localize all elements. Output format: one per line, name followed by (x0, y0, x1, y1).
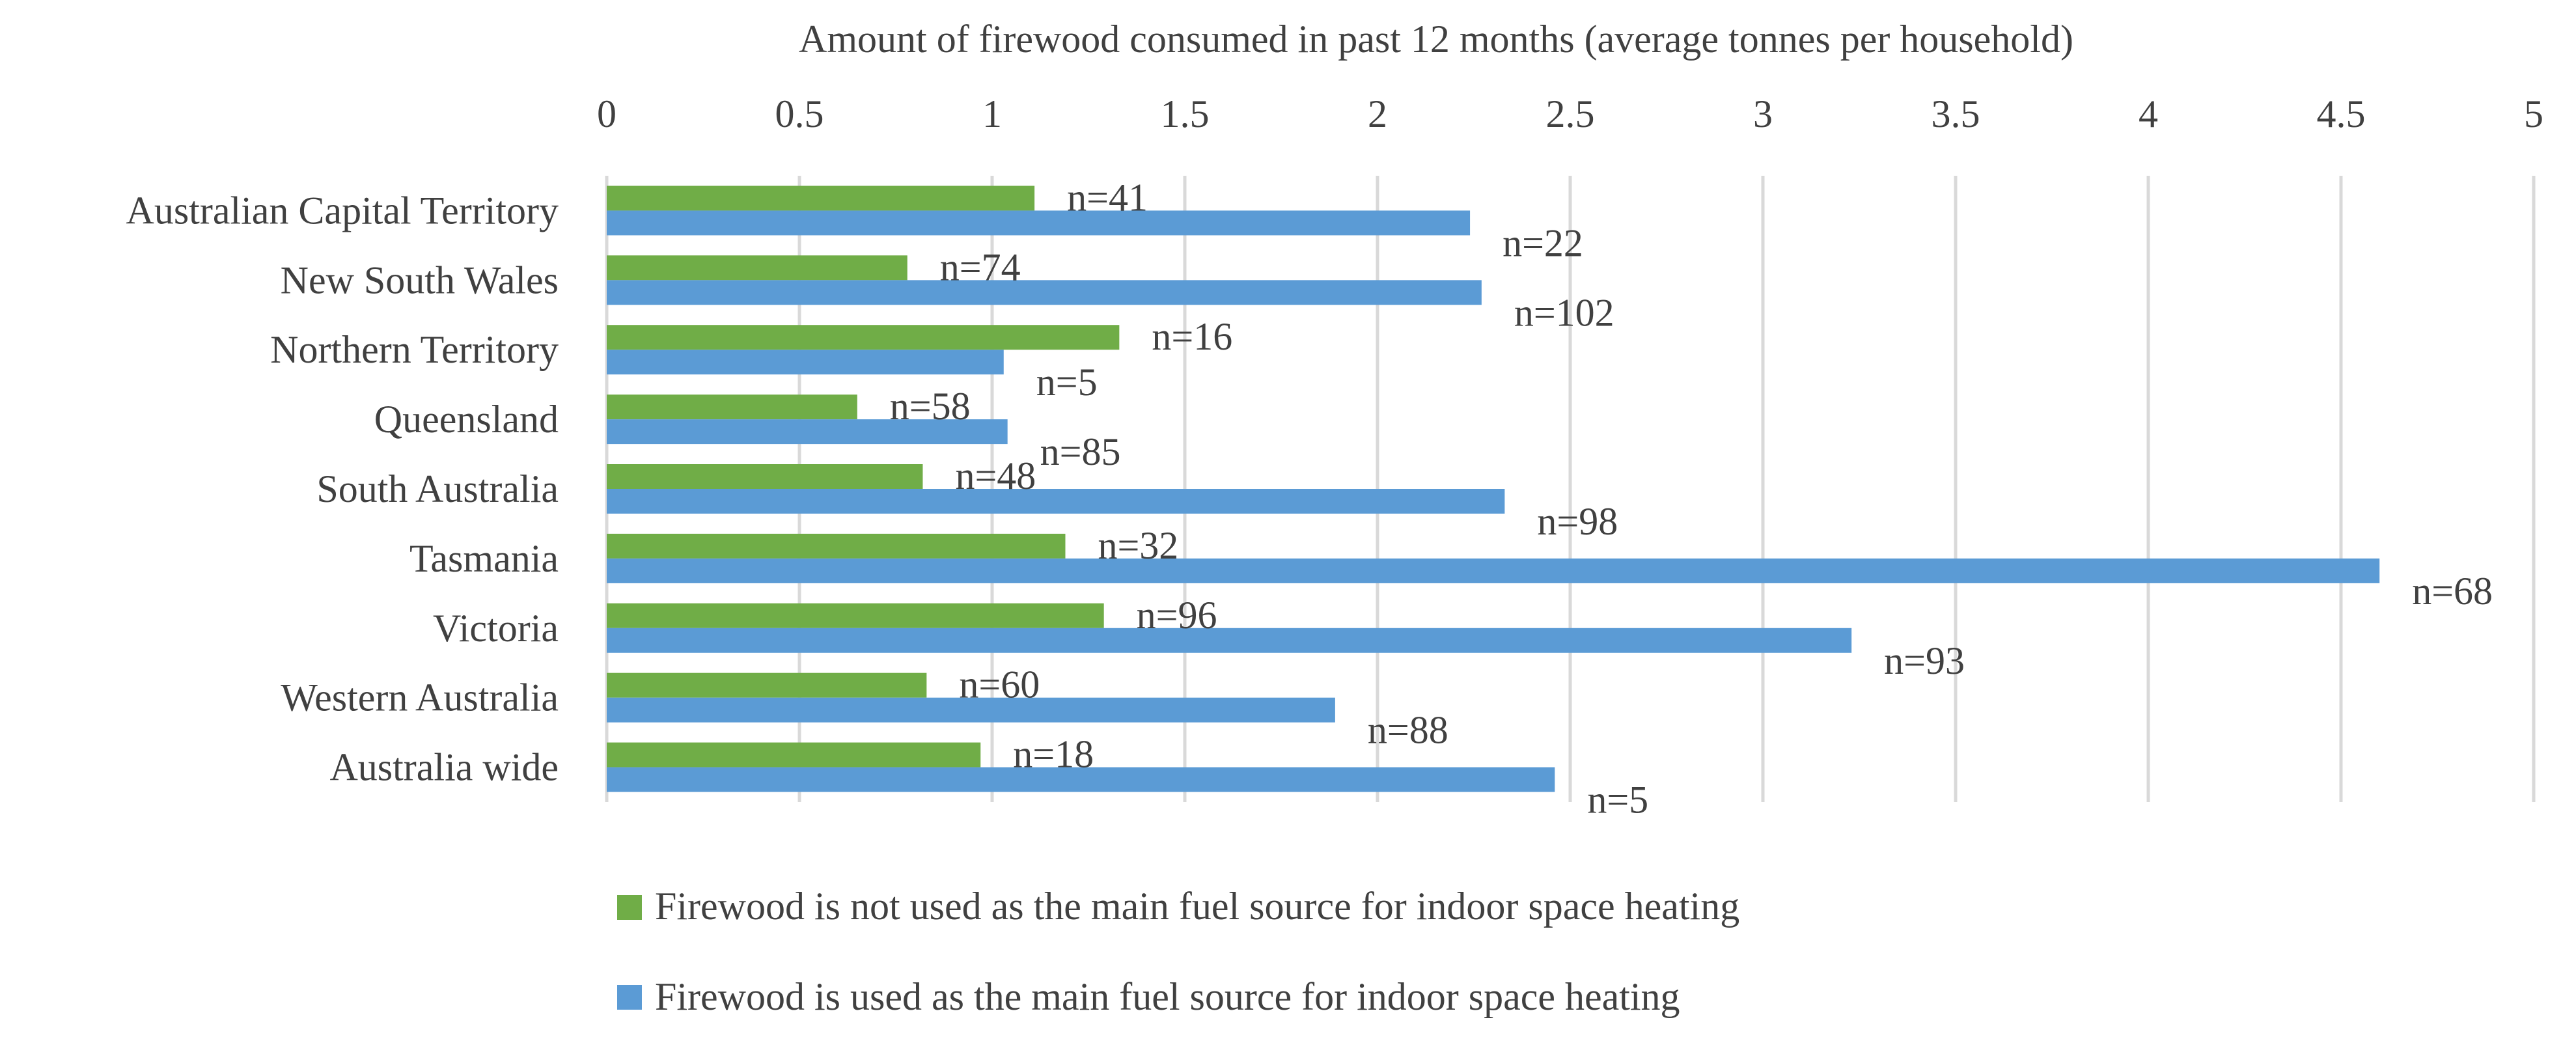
data-label-series-1: n=41 (1067, 176, 1148, 219)
bar-series-2 (607, 558, 2380, 583)
legend-swatch-series-2 (617, 985, 642, 1010)
bar-series-1 (607, 186, 1035, 211)
x-tick-label: 3 (1753, 92, 1773, 135)
data-label-series-2: n=102 (1514, 291, 1614, 334)
data-label-series-2: n=85 (1040, 430, 1121, 473)
data-label-series-2: n=93 (1884, 639, 1965, 682)
data-label-series-1: n=32 (1098, 524, 1178, 567)
legend-label-series-1: Firewood is not used as the main fuel so… (655, 885, 1739, 928)
data-label-series-1: n=60 (959, 663, 1040, 706)
legend: Firewood is not used as the main fuel so… (617, 885, 1739, 1018)
category-label: South Australia (316, 467, 559, 510)
data-label-series-1: n=18 (1013, 733, 1094, 776)
category-label: Northern Territory (270, 328, 559, 371)
x-tick-label: 5 (2524, 92, 2543, 135)
bar-series-1 (607, 672, 927, 698)
category-label: Australia wide (329, 746, 559, 789)
bar-series-1 (607, 255, 907, 281)
data-label-series-2: n=88 (1368, 709, 1448, 752)
data-label-series-1: n=96 (1137, 594, 1217, 637)
x-tick-label: 1.5 (1161, 92, 1210, 135)
category-label: Western Australia (281, 676, 559, 719)
bar-series-2 (607, 489, 1505, 514)
x-tick-labels: 0 0.5 1 1.5 2 2.5 3 3.5 4 4.5 5 (597, 92, 2543, 135)
data-label-series-2: n=5 (1587, 779, 1648, 822)
category-label: Queensland (374, 398, 559, 441)
data-label-series-2: n=22 (1503, 221, 1583, 264)
x-tick-label: 0 (597, 92, 616, 135)
data-label-series-2: n=5 (1036, 361, 1098, 404)
x-tick-label: 2.5 (1546, 92, 1595, 135)
x-tick-label: 4.5 (2317, 92, 2366, 135)
data-label-series-2: n=68 (2412, 570, 2493, 613)
bar-series-2 (607, 419, 1008, 445)
x-tick-label: 1 (982, 92, 1002, 135)
data-label-series-1: n=48 (955, 454, 1036, 497)
data-label-series-1: n=74 (940, 245, 1021, 288)
bar-series-2 (607, 767, 1555, 792)
x-axis-title: Amount of firewood consumed in past 12 m… (799, 18, 2073, 61)
x-tick-label: 0.5 (775, 92, 824, 135)
category-labels: Australian Capital Territory New South Wa… (126, 189, 559, 788)
bar-series-2 (607, 697, 1335, 723)
bar-series-1 (607, 603, 1104, 628)
bar-series-1 (607, 742, 981, 768)
x-tick-label: 2 (1368, 92, 1387, 135)
legend-swatch-series-1 (617, 895, 642, 920)
bar-series-1 (607, 325, 1120, 350)
x-tick-label: 4 (2139, 92, 2158, 135)
bars (607, 186, 2380, 792)
legend-label-series-2: Firewood is used as the main fuel source… (655, 975, 1680, 1018)
x-tick-label: 3.5 (1932, 92, 1980, 135)
bar-series-1 (607, 464, 923, 489)
bar-series-2 (607, 280, 1482, 305)
bar-series-2 (607, 350, 1004, 375)
category-label: Tasmania (409, 537, 559, 580)
category-label: New South Wales (281, 258, 559, 301)
bar-series-1 (607, 394, 857, 420)
data-label-series-1: n=58 (890, 385, 971, 428)
bar-series-1 (607, 533, 1066, 559)
category-label: Australian Capital Territory (126, 189, 559, 232)
data-label-series-1: n=16 (1152, 315, 1232, 358)
bar-series-2 (607, 628, 1852, 653)
data-label-series-2: n=98 (1537, 500, 1618, 543)
bar-series-2 (607, 210, 1471, 236)
category-label: Victoria (433, 607, 559, 650)
data-labels: n=41 n=22 n=74 n=102 n=16 n=5 n=58 n=85n=48 n=98… (890, 176, 2493, 821)
